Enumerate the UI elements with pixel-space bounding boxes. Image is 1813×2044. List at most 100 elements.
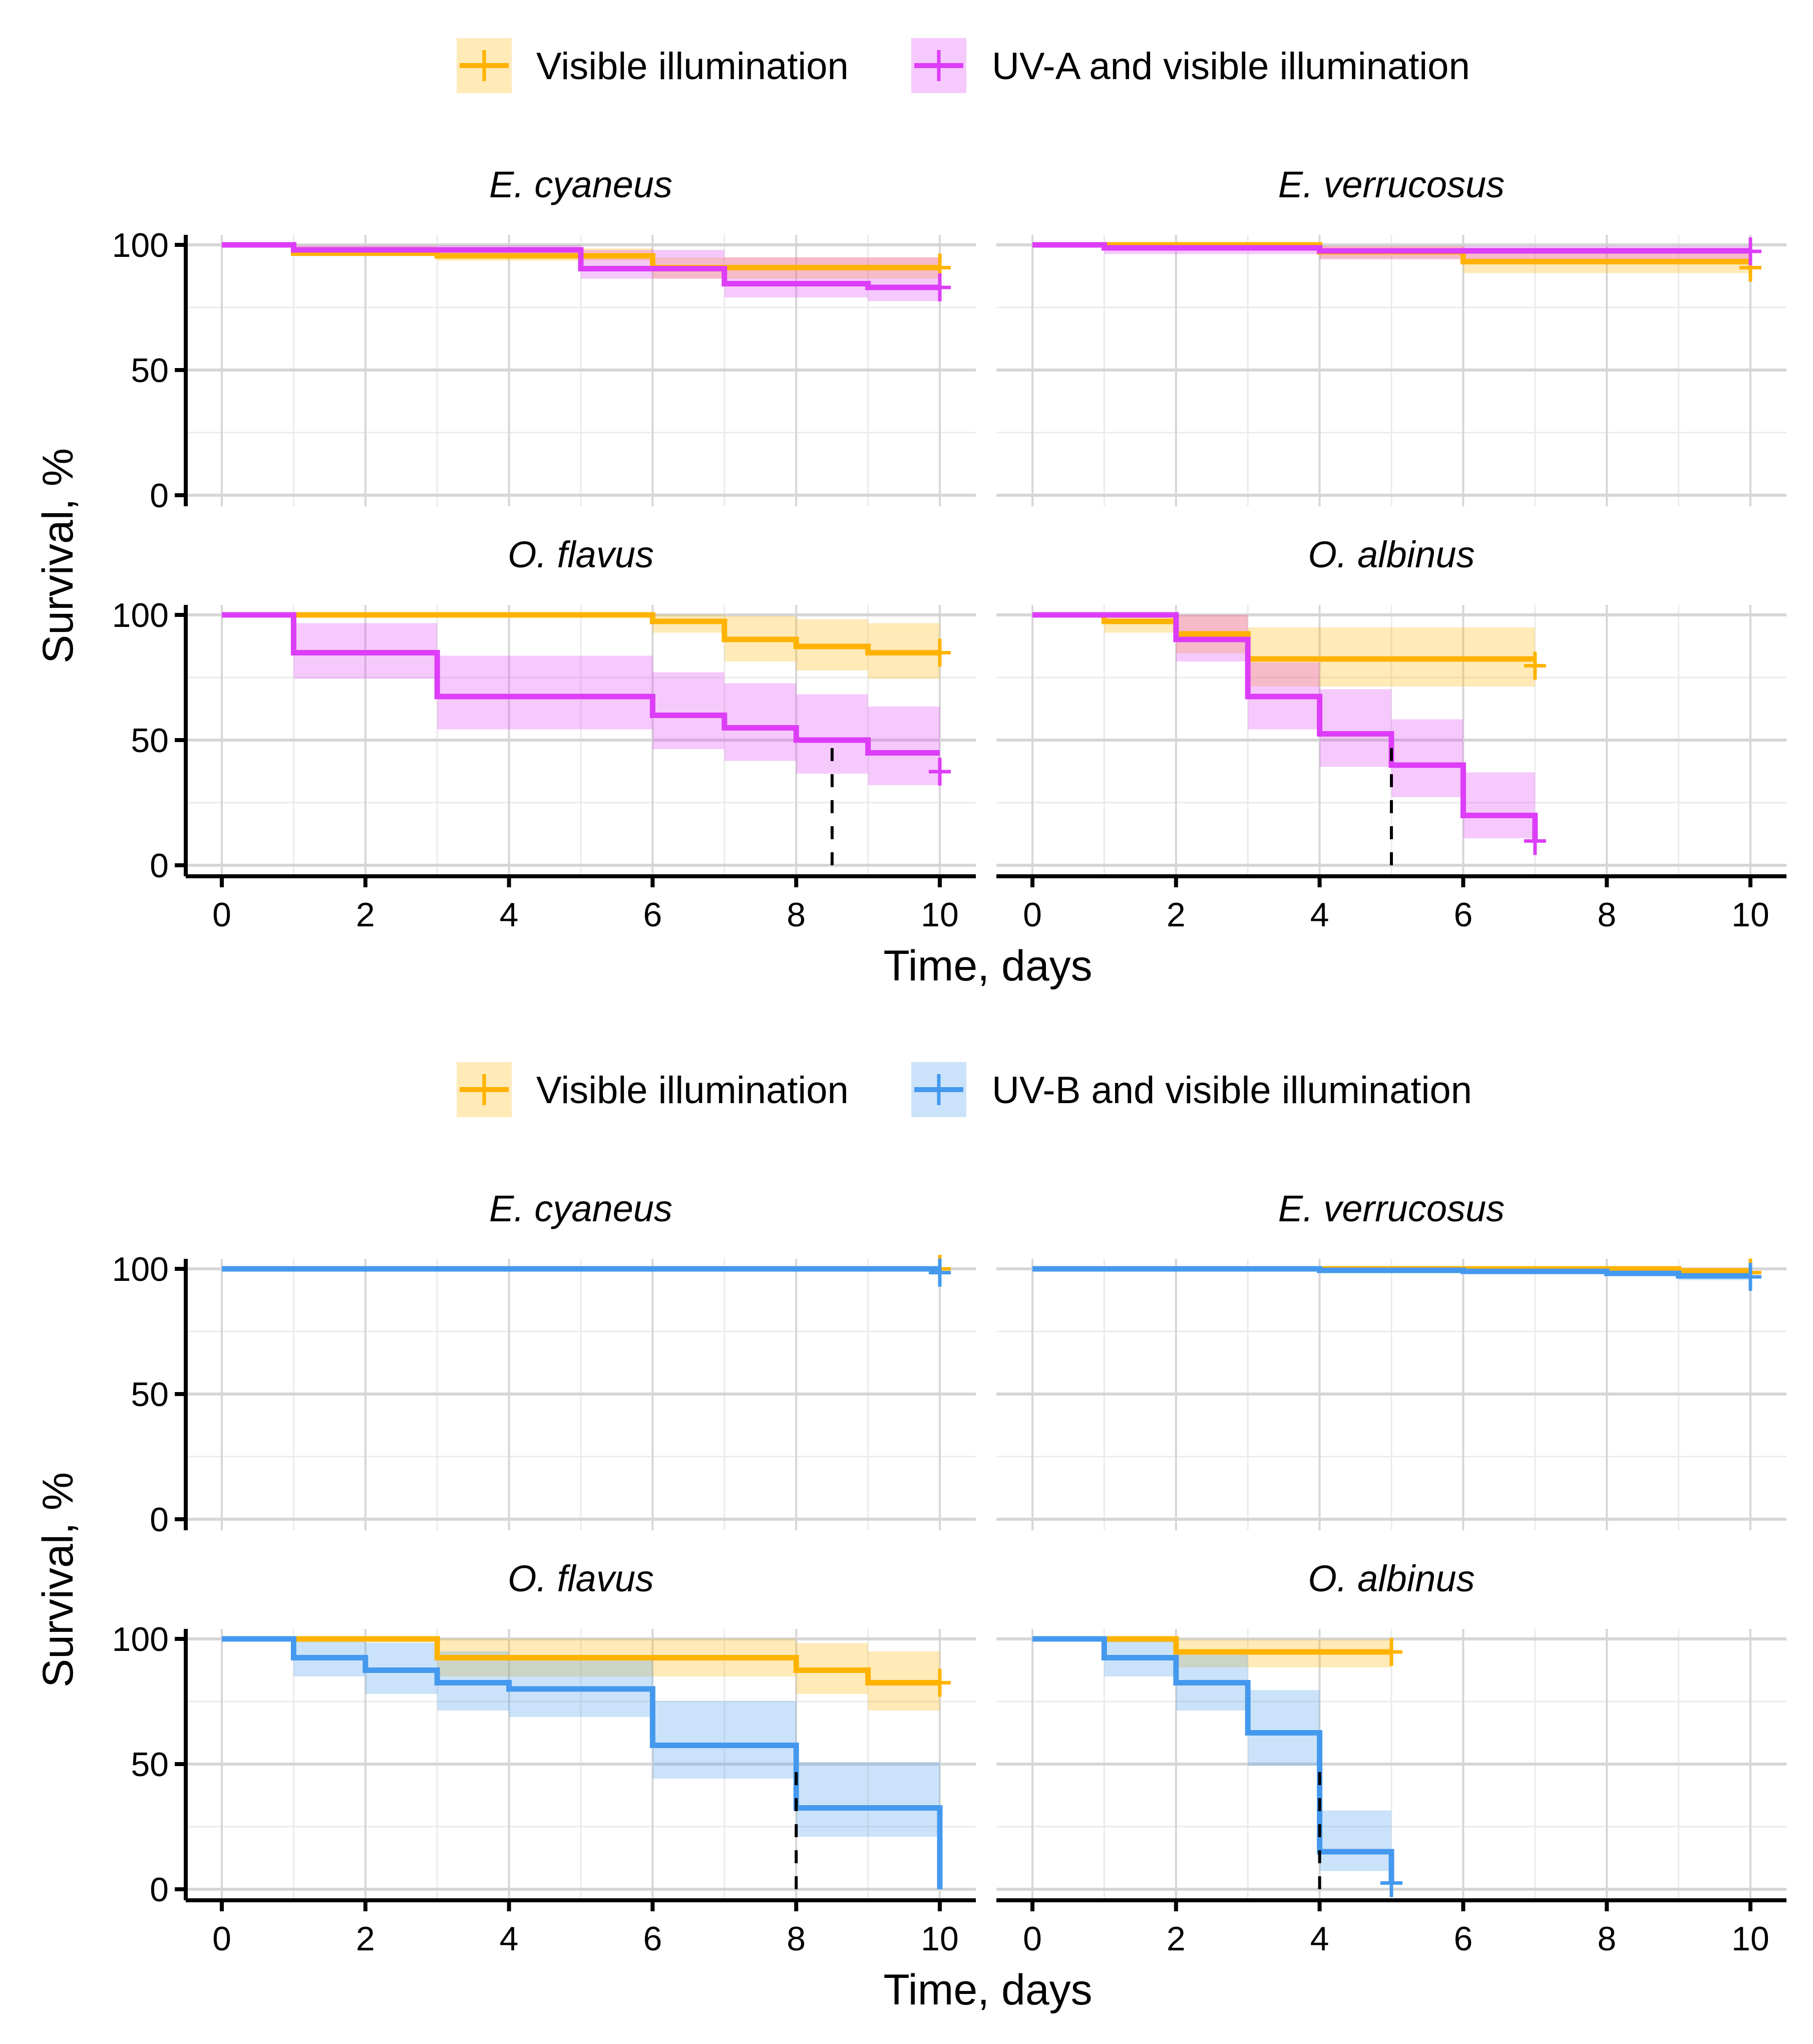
survival-curve (222, 612, 940, 756)
survival-curve (222, 1636, 940, 1685)
confidence-band (1319, 689, 1391, 767)
survival-curve (222, 612, 940, 655)
x-tick-label: 10 (921, 896, 959, 934)
y-tick-label: 50 (131, 1376, 169, 1414)
y-tick-label: 50 (131, 352, 169, 390)
x-tick-label: 4 (500, 1920, 519, 1958)
y-tick-label: 100 (112, 596, 169, 634)
y-tick-label: 0 (150, 1501, 169, 1539)
panel-e--cyaneus: E. cyaneus 0 50 100 (112, 1188, 976, 1539)
panel-title: E. verrucosus (1278, 164, 1505, 205)
x-tick-label: 10 (1731, 896, 1769, 934)
censor-mark (1524, 827, 1546, 855)
panel-title: O. flavus (508, 534, 654, 575)
x-tick-label: 0 (1023, 896, 1042, 934)
x-tick-label: 2 (1167, 896, 1186, 934)
x-axis-title: Time, days (883, 1966, 1092, 2014)
y-tick-label: 0 (150, 1871, 169, 1909)
x-tick-label: 6 (1454, 1920, 1473, 1958)
x-tick-label: 6 (643, 896, 662, 934)
y-tick-label: 50 (131, 722, 169, 760)
confidence-band (652, 1701, 797, 1779)
panel-o--albinus: O. albinus 0 2 4 6 8 10 (996, 1558, 1786, 1958)
legend-label: UV-B and visible illumination (992, 1069, 1472, 1112)
x-tick-label: 6 (643, 1920, 662, 1958)
legend-label: UV-A and visible illumination (992, 45, 1470, 88)
y-tick-label: 50 (131, 1746, 169, 1784)
panel-title: O. albinus (1308, 534, 1475, 575)
survival-curve (1032, 1636, 1394, 1883)
confidence-band (868, 257, 940, 301)
censor-mark (929, 1668, 951, 1697)
legend-item: Visible illumination (457, 1062, 849, 1117)
panel-e--verrucosus: E. verrucosus (996, 1188, 1786, 1530)
censor-mark (1380, 1638, 1402, 1666)
x-tick-label: 10 (1731, 1920, 1769, 1958)
panel-title: O. flavus (508, 1558, 654, 1599)
survival-curve (1032, 1266, 1750, 1279)
x-tick-label: 6 (1454, 896, 1473, 934)
censor-mark (1380, 1869, 1402, 1897)
x-tick-label: 4 (1310, 1920, 1329, 1958)
x-tick-label: 2 (356, 896, 375, 934)
legend-label: Visible illumination (536, 1069, 849, 1112)
survival-curve (222, 1636, 943, 1889)
confidence-band (437, 655, 653, 730)
panel-title: E. verrucosus (1278, 1188, 1505, 1229)
x-tick-label: 8 (1597, 1920, 1616, 1958)
x-tick-label: 0 (1023, 1920, 1042, 1958)
confidence-band (1319, 1810, 1391, 1871)
confidence-band (1391, 719, 1464, 797)
y-tick-label: 0 (150, 477, 169, 515)
confidence-band (1463, 772, 1535, 838)
y-tick-label: 100 (112, 1250, 169, 1288)
confidence-band (796, 694, 868, 774)
panel-title: E. cyaneus (489, 1188, 672, 1229)
panel-o--flavus: O. flavus 0 50 100 0 2 4 6 8 10 (112, 1558, 976, 1958)
censor-mark (1739, 237, 1761, 265)
confidence-band (724, 683, 797, 761)
confidence-band (652, 672, 724, 749)
panel-e--verrucosus: E. verrucosus (996, 164, 1786, 506)
legend-item: UV-A and visible illumination (911, 38, 1470, 93)
panel-title: O. albinus (1308, 1558, 1475, 1599)
y-tick-label: 0 (150, 847, 169, 885)
panel-title: E. cyaneus (489, 164, 672, 205)
figure-0: Visible illumination UV-A and visible ill… (34, 38, 1786, 990)
legend-item: Visible illumination (457, 38, 849, 93)
confidence-band (724, 257, 868, 297)
x-tick-label: 2 (356, 1920, 375, 1958)
x-tick-label: 0 (212, 1920, 231, 1958)
censor-mark (1739, 1263, 1761, 1291)
survival-curve (222, 242, 940, 290)
x-tick-label: 8 (787, 896, 806, 934)
x-tick-label: 4 (500, 896, 519, 934)
x-tick-label: 10 (921, 1920, 959, 1958)
confidence-band (868, 707, 940, 785)
legend-item: UV-B and visible illumination (911, 1062, 1472, 1117)
y-tick-label: 100 (112, 1620, 169, 1658)
confidence-band (796, 1762, 940, 1837)
legend-label: Visible illumination (536, 45, 849, 88)
x-tick-label: 8 (1597, 896, 1616, 934)
x-tick-label: 4 (1310, 896, 1329, 934)
censor-mark (929, 758, 951, 786)
confidence-band (1248, 1690, 1320, 1766)
x-tick-label: 8 (787, 1920, 806, 1958)
censor-mark (929, 638, 951, 667)
censor-mark (929, 273, 951, 301)
censor-mark (1524, 651, 1546, 680)
figure-1: Visible illumination UV-B and visible ill… (34, 1062, 1786, 2014)
y-axis-title: Survival, % (34, 1472, 82, 1687)
y-axis-title: Survival, % (34, 448, 82, 663)
censor-mark (929, 1258, 951, 1287)
x-tick-label: 2 (1167, 1920, 1186, 1958)
panel-o--albinus: O. albinus 0 2 4 6 8 10 (996, 534, 1786, 934)
survival-curve (1032, 242, 1750, 254)
y-tick-label: 100 (112, 226, 169, 264)
survival-curve (1032, 612, 1538, 841)
x-axis-title: Time, days (883, 942, 1092, 990)
panel-e--cyaneus: E. cyaneus 0 50 100 (112, 164, 976, 515)
panel-o--flavus: O. flavus 0 50 100 0 2 4 6 8 10 (112, 534, 976, 934)
